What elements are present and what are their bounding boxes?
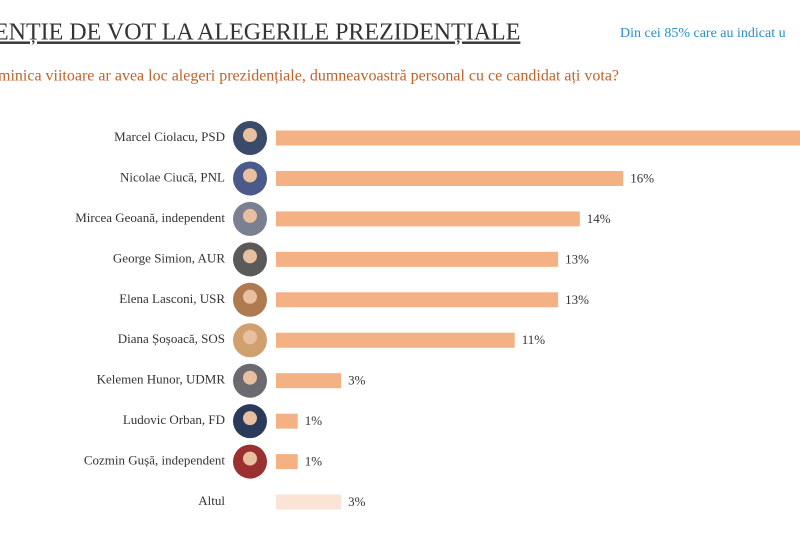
value-label: 13% <box>565 292 589 307</box>
bar <box>276 494 342 510</box>
value-label: 11% <box>522 332 546 347</box>
portrait-face <box>243 128 257 142</box>
value-label: 14% <box>587 211 611 226</box>
category-label: George Simion, AUR <box>113 250 225 265</box>
category-label: Marcel Ciolacu, PSD <box>114 129 225 144</box>
category-label: Diana Șoșoacă, SOS <box>118 331 225 346</box>
value-label: 3% <box>348 494 366 509</box>
bar <box>276 373 342 389</box>
chart-subtitle: Din cei 85% care au indicat u <box>620 26 786 41</box>
category-label: Mircea Geoană, independent <box>75 210 225 225</box>
bar <box>276 454 298 470</box>
portrait-face <box>243 168 257 183</box>
category-label: Nicolae Ciucă, PNL <box>120 169 225 184</box>
bar <box>276 251 559 267</box>
bar <box>276 211 580 227</box>
category-label: Elena Lasconi, USR <box>119 291 225 306</box>
category-label: Altul <box>198 493 225 508</box>
bar <box>276 170 624 186</box>
portrait-face <box>243 370 257 385</box>
portrait-face <box>243 249 257 264</box>
category-label: Cozmin Gușă, independent <box>84 453 226 468</box>
category-label: Kelemen Hunor, UDMR <box>97 372 226 387</box>
value-label: 1% <box>305 454 323 469</box>
portrait-face <box>243 208 257 223</box>
portrait-face <box>243 289 257 304</box>
portrait-face <box>243 411 257 426</box>
value-label: 3% <box>348 373 366 388</box>
value-label: 16% <box>630 170 654 185</box>
chart-title: ENȚIE DE VOT LA ALEGERILE PREZIDENȚIALE <box>0 20 520 46</box>
value-label: 13% <box>565 251 589 266</box>
bar <box>276 413 298 429</box>
value-label: 1% <box>305 413 323 428</box>
portrait-face <box>243 451 257 466</box>
bar <box>276 130 800 146</box>
bar <box>276 292 559 308</box>
portrait-face <box>243 330 257 345</box>
bar <box>276 332 515 348</box>
question: minica viitoare ar avea loc alegeri prez… <box>0 68 619 85</box>
category-label: Ludovic Orban, FD <box>123 412 225 427</box>
